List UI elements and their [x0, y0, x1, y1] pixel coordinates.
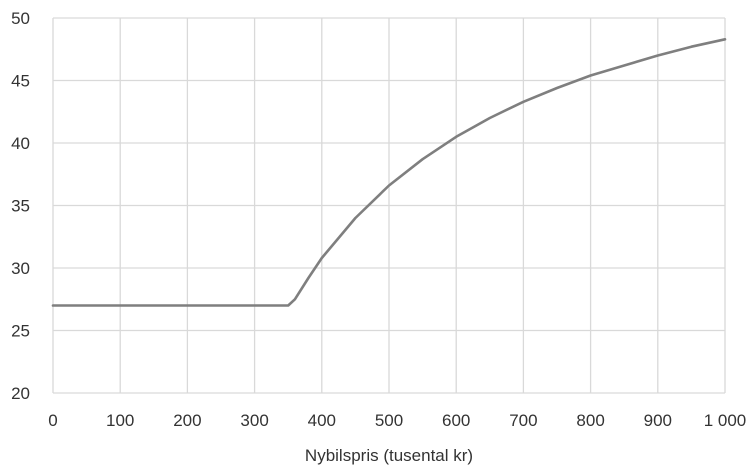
series-line: [51, 37, 727, 307]
grid: [52, 17, 726, 394]
y-tick-label: 35: [11, 197, 30, 216]
x-axis-title: Nybilspris (tusental kr): [305, 446, 473, 465]
y-tick-label: 30: [11, 259, 30, 278]
x-tick-label: 500: [375, 411, 403, 430]
y-tick-label: 20: [11, 384, 30, 403]
y-tick-label: 40: [11, 134, 30, 153]
x-tick-label: 200: [173, 411, 201, 430]
x-tick-label: 1 000: [704, 411, 747, 430]
y-axis-ticks: 20 25 30 35 40 45 50: [11, 9, 30, 403]
x-tick-label: 100: [106, 411, 134, 430]
x-tick-label: 700: [509, 411, 537, 430]
x-tick-label: 400: [308, 411, 336, 430]
x-tick-label: 300: [240, 411, 268, 430]
series-group: [51, 37, 727, 307]
y-tick-label: 45: [11, 72, 30, 91]
x-tick-label: 0: [48, 411, 57, 430]
x-tick-label: 800: [576, 411, 604, 430]
y-tick-label: 50: [11, 9, 30, 28]
x-tick-label: 900: [644, 411, 672, 430]
x-axis-ticks: 0 100 200 300 400 500 600 700 800 900 1 000: [48, 411, 746, 430]
x-tick-label: 600: [442, 411, 470, 430]
y-tick-label: 25: [11, 322, 30, 341]
